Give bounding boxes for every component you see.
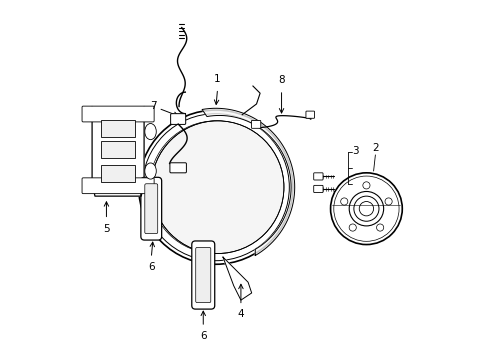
Text: 1: 1: [214, 74, 221, 84]
FancyBboxPatch shape: [82, 178, 154, 194]
Bar: [101, 120, 135, 137]
Circle shape: [151, 121, 284, 253]
Text: 4: 4: [237, 309, 244, 319]
Text: 6: 6: [148, 262, 154, 272]
Ellipse shape: [144, 123, 156, 140]
FancyBboxPatch shape: [170, 114, 185, 125]
FancyBboxPatch shape: [251, 121, 260, 128]
FancyBboxPatch shape: [82, 106, 154, 122]
Text: 8: 8: [278, 75, 285, 85]
FancyBboxPatch shape: [313, 173, 323, 180]
FancyBboxPatch shape: [305, 111, 314, 118]
Polygon shape: [223, 257, 251, 300]
Bar: [101, 165, 135, 182]
Polygon shape: [202, 108, 294, 256]
Text: 2: 2: [371, 143, 378, 153]
Bar: [101, 141, 135, 158]
FancyBboxPatch shape: [144, 184, 158, 234]
Text: 5: 5: [103, 224, 109, 234]
FancyBboxPatch shape: [191, 241, 214, 309]
Polygon shape: [90, 107, 145, 196]
Text: 3: 3: [351, 146, 358, 156]
FancyBboxPatch shape: [195, 247, 210, 303]
Text: 7: 7: [150, 102, 156, 112]
Ellipse shape: [144, 163, 156, 179]
Text: 6: 6: [200, 331, 206, 341]
FancyBboxPatch shape: [141, 177, 162, 240]
FancyBboxPatch shape: [313, 185, 323, 193]
FancyBboxPatch shape: [169, 163, 186, 173]
